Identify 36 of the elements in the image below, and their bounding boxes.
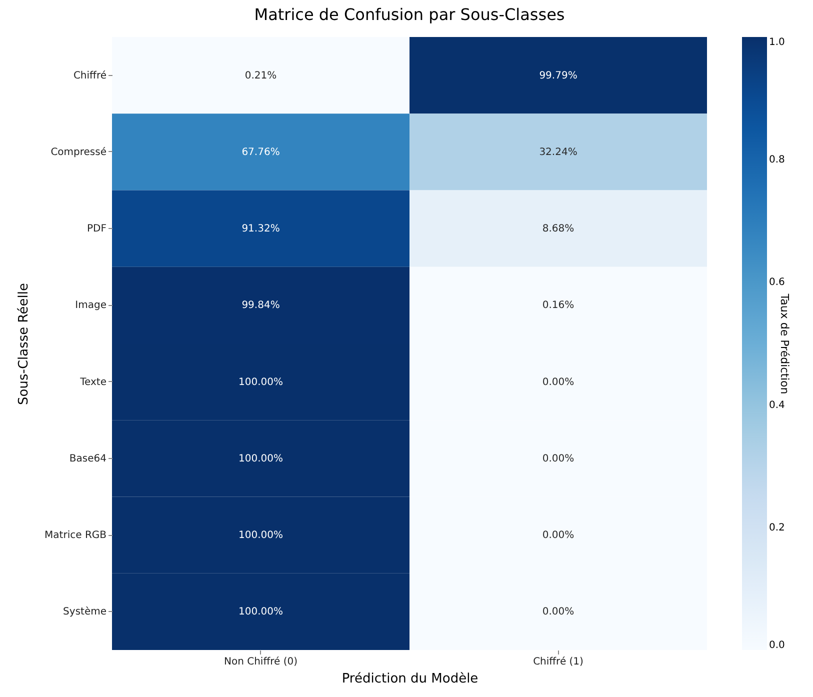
data-label: 99.84% <box>242 300 280 312</box>
data-label: 8.68% <box>542 224 574 235</box>
x-axis-title: Prédiction du Modèle <box>342 672 478 686</box>
x-tick-label: Non Chiffré (0) <box>224 656 298 668</box>
y-tick-label: Texte <box>79 376 106 388</box>
y-axis-title: Sous-Classe Réelle <box>16 283 32 405</box>
chart-title: Matrice de Confusion par Sous-Classes <box>254 5 565 24</box>
y-tick-label: Compressé <box>50 146 106 158</box>
data-label: 0.00% <box>542 376 574 388</box>
color-bar-label: 0.0 <box>769 640 785 651</box>
data-label: 100.00% <box>238 606 283 618</box>
y-tick-label: Base64 <box>69 453 106 464</box>
color-bar-label: 0.8 <box>769 154 785 166</box>
color-bar-label: 0.4 <box>769 400 785 411</box>
data-label: 32.24% <box>539 146 578 158</box>
data-label: 67.76% <box>242 146 280 158</box>
data-label: 0.16% <box>542 300 574 312</box>
data-label: 99.79% <box>539 70 578 82</box>
data-label: 91.32% <box>242 224 280 235</box>
color-bar-label: 1.0 <box>769 37 785 48</box>
color-bar-title: Taux de Prédiction <box>778 292 791 394</box>
data-label: 0.00% <box>542 453 574 464</box>
color-bar-label: 0.2 <box>769 522 785 534</box>
data-label: 0.21% <box>244 70 277 82</box>
data-label: 0.00% <box>542 530 574 542</box>
data-label: 100.00% <box>238 530 283 542</box>
data-label: 100.00% <box>238 376 283 388</box>
data-label: 0.00% <box>542 606 574 618</box>
color-bar-label: 0.6 <box>769 277 785 288</box>
y-tick-label: Image <box>75 300 106 312</box>
y-tick-label: Chiffré <box>73 70 106 82</box>
y-tick-label: PDF <box>87 224 107 235</box>
data-label: 100.00% <box>238 453 283 464</box>
y-tick-label: Matrice RGB <box>44 530 107 542</box>
y-tick-label: Système <box>63 606 106 618</box>
x-tick-label: Chiffré (1) <box>533 656 584 668</box>
